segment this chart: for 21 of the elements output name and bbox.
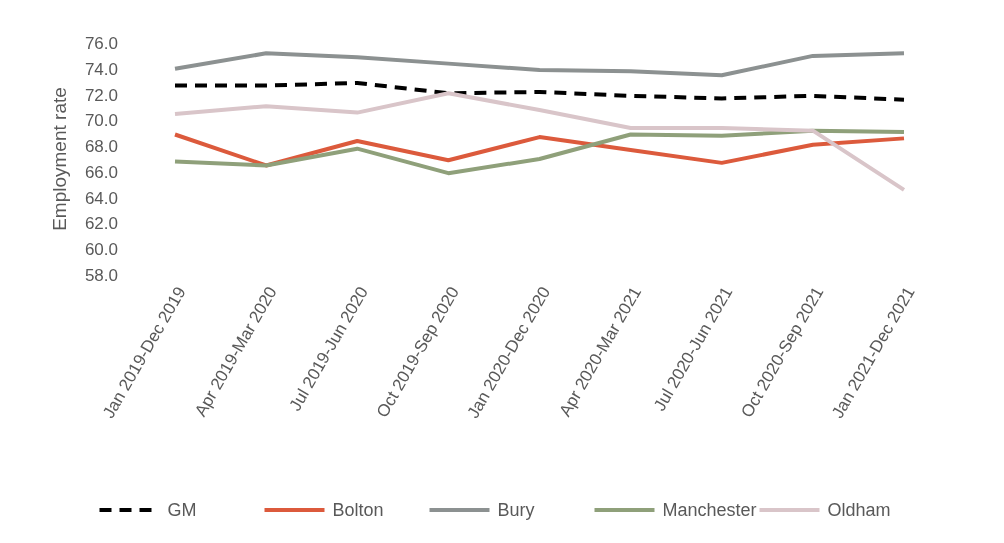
y-tick-label: 68.0 xyxy=(84,137,118,157)
line-series xyxy=(173,128,906,176)
y-tick-label: 66.0 xyxy=(84,162,118,182)
line-series xyxy=(173,91,906,192)
line-series xyxy=(173,80,906,102)
y-axis-title: Employment rate xyxy=(49,87,70,231)
y-tick-label: 74.0 xyxy=(84,59,118,79)
y-tick-label: 58.0 xyxy=(84,265,118,285)
line-series xyxy=(173,51,906,78)
line-series xyxy=(173,132,906,168)
legend-label: Manchester xyxy=(662,500,757,521)
legend-label: Oldham xyxy=(827,500,891,521)
y-tick-label: 76.0 xyxy=(84,33,118,53)
legend-label: GM xyxy=(167,500,197,521)
y-tick-label: 60.0 xyxy=(84,240,118,260)
legend-label: Bolton xyxy=(332,500,384,521)
y-tick-label: 70.0 xyxy=(84,111,118,131)
y-tick-label: 64.0 xyxy=(84,188,118,208)
y-tick-label: 62.0 xyxy=(84,214,118,234)
y-tick-label: 72.0 xyxy=(84,85,118,105)
legend-label: Bury xyxy=(497,500,535,521)
